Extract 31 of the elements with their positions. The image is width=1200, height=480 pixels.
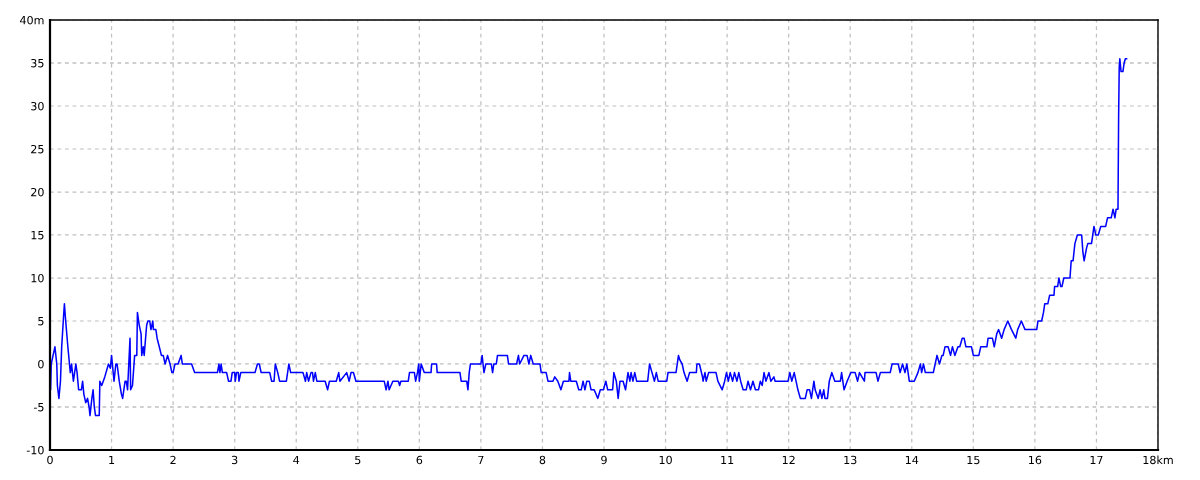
x-tick-label: 0 (47, 455, 53, 465)
x-tick-label: 7 (478, 455, 484, 464)
y-tick-label: 30 (31, 101, 44, 111)
y-tick-label: 0 (38, 359, 44, 369)
y-tick-label: 25 (31, 144, 44, 154)
x-tick-label: 3 (231, 455, 238, 465)
x-tick-label: 1 (109, 455, 115, 464)
x-tick-label: 15 (967, 455, 980, 465)
y-tick-label: 10 (31, 273, 44, 283)
x-tick-label: 6 (416, 455, 423, 465)
y-tick-label: 5 (38, 317, 44, 326)
x-tick-label: 18km (1143, 455, 1173, 465)
x-tick-label: 8 (539, 455, 546, 465)
x-tick-label: 13 (844, 455, 857, 465)
x-tick-label: 11 (721, 455, 734, 464)
line-series (50, 57, 1128, 417)
y-tick-label: 40m (20, 15, 44, 25)
x-tick-label: 9 (601, 455, 607, 465)
x-tick-label: 14 (905, 455, 919, 464)
y-tick-label: 20 (31, 187, 44, 197)
x-tick-label: 2 (170, 455, 176, 464)
y-tick-label: 15 (31, 231, 44, 240)
y-tick-label: -10 (26, 445, 44, 455)
x-tick-label: 16 (1029, 455, 1042, 465)
x-tick-label: 12 (782, 455, 795, 464)
y-tick-label: 35 (31, 58, 44, 68)
x-tick-label: 4 (293, 455, 300, 464)
x-tick-label: 10 (659, 455, 672, 465)
x-tick-label: 5 (355, 455, 361, 465)
x-tick-label: 17 (1090, 455, 1103, 464)
y-tick-label: -5 (33, 403, 44, 412)
